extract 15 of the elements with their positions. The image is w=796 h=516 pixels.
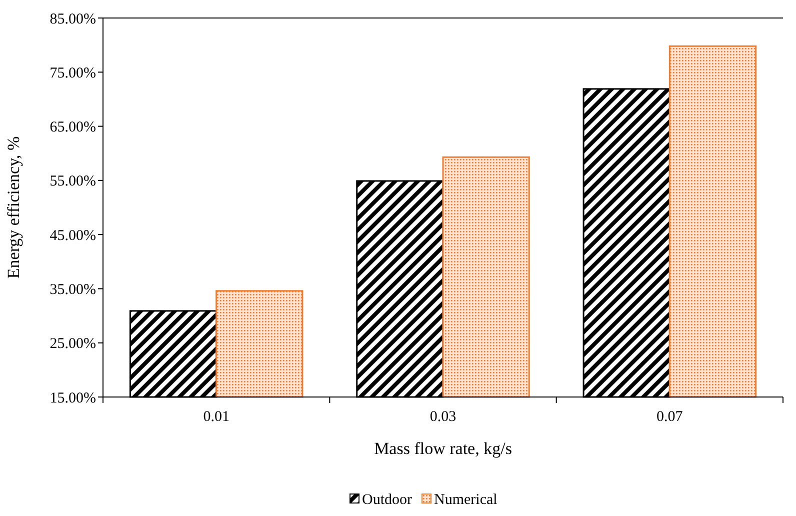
y-tick-label: 15.00% bbox=[50, 390, 96, 406]
y-axis-title: Energy efficiency, % bbox=[4, 136, 23, 279]
y-tick-label: 85.00% bbox=[50, 11, 96, 28]
y-tick-label: 65.00% bbox=[50, 120, 96, 136]
x-axis-title: Mass flow rate, kg/s bbox=[374, 439, 512, 458]
y-tick-label: 45.00% bbox=[50, 228, 96, 244]
y-tick-label: 25.00% bbox=[50, 336, 96, 352]
legend-label: Outdoor bbox=[362, 492, 412, 508]
x-tick-label: 0.03 bbox=[430, 409, 456, 425]
legend-label: Numerical bbox=[434, 492, 498, 508]
x-tick-label: 0.01 bbox=[203, 409, 230, 425]
y-tick-label: 75.00% bbox=[50, 65, 96, 82]
y-tick-label: 55.00% bbox=[50, 174, 96, 190]
y-tick-label: 35.00% bbox=[50, 282, 96, 298]
x-tick-label: 0.07 bbox=[656, 409, 684, 425]
